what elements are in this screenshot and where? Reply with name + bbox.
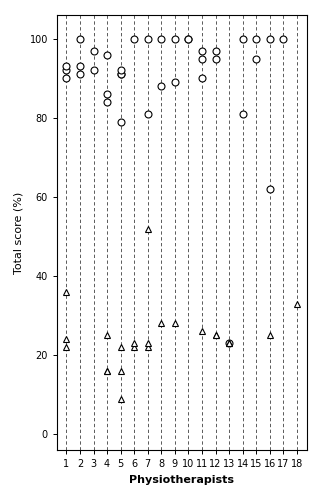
Y-axis label: Total score (%): Total score (%) [14,192,24,274]
X-axis label: Physiotherapists: Physiotherapists [129,474,234,484]
